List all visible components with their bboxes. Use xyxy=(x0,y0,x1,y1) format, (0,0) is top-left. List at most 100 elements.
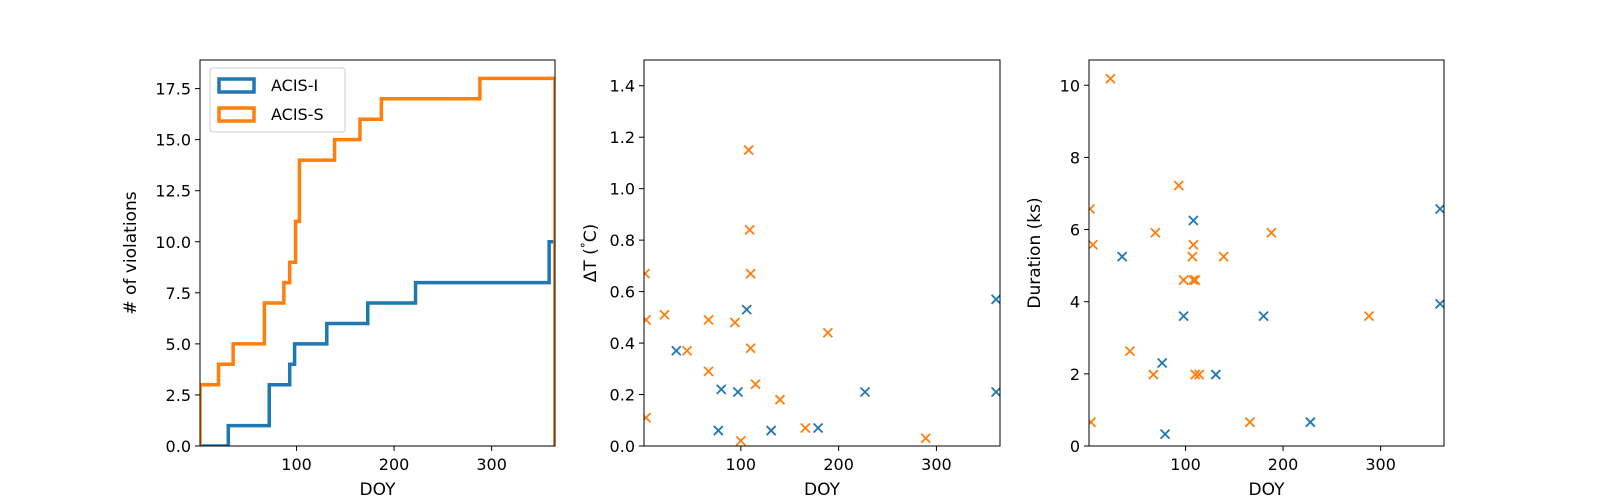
y-axis-label-delta: Δ xyxy=(581,270,601,282)
point-acis-i xyxy=(732,386,744,398)
point-acis-i xyxy=(1210,369,1221,380)
y-tick-label: 1.2 xyxy=(610,128,635,147)
y-axis-label-degree: ° xyxy=(579,242,593,248)
point-acis-s xyxy=(1148,369,1159,380)
y-tick-label: 1.0 xyxy=(610,180,635,199)
point-acis-s xyxy=(703,314,714,326)
point-acis-s xyxy=(1173,180,1184,191)
point-acis-i xyxy=(1258,310,1269,322)
y-tick-label: 17.5 xyxy=(155,80,191,99)
point-acis-s xyxy=(644,268,651,279)
point-acis-s xyxy=(822,327,834,338)
y-tick-label: 0.2 xyxy=(610,386,635,405)
x-tick-label: 100 xyxy=(726,455,757,474)
point-acis-s xyxy=(745,343,756,354)
y-axis-label-t: T ( xyxy=(581,248,601,271)
point-acis-s xyxy=(1124,345,1136,357)
point-acis-s xyxy=(1190,369,1201,380)
y-tick-label: 0.0 xyxy=(610,437,635,456)
y-axis-label: # of violations xyxy=(121,191,141,314)
y-tick-label: 0.8 xyxy=(610,231,635,250)
point-acis-s xyxy=(735,435,746,446)
y-tick-label: 2.5 xyxy=(166,386,191,405)
y-tick-label: 10 xyxy=(1060,76,1080,95)
point-acis-i xyxy=(713,425,724,436)
point-acis-s xyxy=(681,345,693,356)
point-acis-s xyxy=(729,317,741,328)
point-acis-i xyxy=(812,422,824,434)
point-acis-s xyxy=(745,268,756,279)
series-step-acis-s xyxy=(200,76,555,446)
point-acis-s xyxy=(1089,239,1099,250)
point-acis-i xyxy=(1434,203,1444,215)
point-acis-i xyxy=(1159,428,1171,440)
y-tick-label: 10.0 xyxy=(155,233,191,252)
x-tick-label: 200 xyxy=(1268,455,1299,474)
point-acis-s xyxy=(1089,417,1097,428)
point-acis-s xyxy=(1218,251,1229,262)
point-acis-i xyxy=(671,345,682,356)
y-axis-label: ΔT (°C) xyxy=(579,224,601,283)
point-acis-i xyxy=(990,294,1000,305)
x-axis-label: DOY xyxy=(1249,480,1286,500)
x-axis-label: DOY xyxy=(360,480,397,500)
point-acis-s xyxy=(644,314,652,326)
y-tick-label: 4 xyxy=(1070,293,1080,312)
point-acis-s xyxy=(1089,203,1096,215)
x-tick-label: 300 xyxy=(1365,455,1396,474)
x-tick-label: 200 xyxy=(823,455,854,474)
point-acis-s xyxy=(800,422,811,434)
point-acis-s xyxy=(1244,417,1256,428)
x-tick-label: 100 xyxy=(281,455,312,474)
point-acis-s xyxy=(1105,73,1116,84)
y-axis-label: Duration (ks) xyxy=(1025,197,1045,308)
y-tick-label: 0 xyxy=(1070,437,1080,456)
point-acis-s xyxy=(659,309,670,320)
y-tick-label: 0.6 xyxy=(610,283,635,302)
point-acis-i xyxy=(1117,251,1128,262)
series-step-acis-i xyxy=(200,240,555,446)
y-axis-label-unit: C) xyxy=(581,224,601,243)
x-tick-label: 200 xyxy=(379,455,410,474)
y-tick-label: 1.4 xyxy=(610,77,635,96)
point-acis-s xyxy=(920,433,931,444)
point-acis-s xyxy=(1150,227,1161,238)
point-acis-i xyxy=(1178,310,1189,322)
point-acis-s xyxy=(1190,274,1201,286)
point-acis-s xyxy=(744,224,755,235)
plot-frame xyxy=(643,59,1001,447)
x-axis-label: DOY xyxy=(804,480,841,500)
point-acis-s xyxy=(1188,239,1199,250)
plot-frame xyxy=(1088,59,1445,447)
y-tick-label: 5.0 xyxy=(166,335,191,354)
point-acis-i xyxy=(990,386,1000,398)
point-acis-s xyxy=(1194,369,1205,380)
panel-cumulative-violations: 0.0 2.5 5.0 7.5 10.0 12.5 15.0 17.5 100 200 300 D… xyxy=(121,59,556,500)
point-acis-i xyxy=(766,425,777,436)
point-acis-i xyxy=(1157,357,1168,369)
y-tick-label: 7.5 xyxy=(166,284,191,303)
legend-patch-acis-i xyxy=(217,77,256,94)
y-tick-label: 12.5 xyxy=(155,182,191,201)
y-tick-label: 2 xyxy=(1070,365,1080,384)
point-acis-i xyxy=(1188,215,1199,226)
point-acis-s xyxy=(1266,227,1277,238)
x-tick-label: 100 xyxy=(1170,455,1201,474)
point-acis-s xyxy=(743,144,754,156)
point-acis-s xyxy=(703,366,714,377)
plot-frame xyxy=(199,59,556,447)
y-tick-label: 15.0 xyxy=(155,131,191,150)
x-tick-label: 300 xyxy=(476,455,507,474)
x-tick-label: 300 xyxy=(921,455,952,474)
point-acis-i xyxy=(859,386,871,398)
y-tick-label: 8 xyxy=(1070,148,1080,167)
point-acis-i xyxy=(1434,298,1444,310)
legend-label-acis-i: ACIS-I xyxy=(271,76,318,95)
point-acis-s xyxy=(750,379,761,390)
panel-duration: 0 2 4 6 8 10 100 200 300 DOY Duration (ks) xyxy=(1025,59,1445,500)
legend-label-acis-s: ACIS-S xyxy=(271,105,324,124)
y-tick-label: 6 xyxy=(1070,221,1080,240)
point-acis-s xyxy=(1188,274,1199,286)
legend-patch-acis-s xyxy=(217,106,256,123)
